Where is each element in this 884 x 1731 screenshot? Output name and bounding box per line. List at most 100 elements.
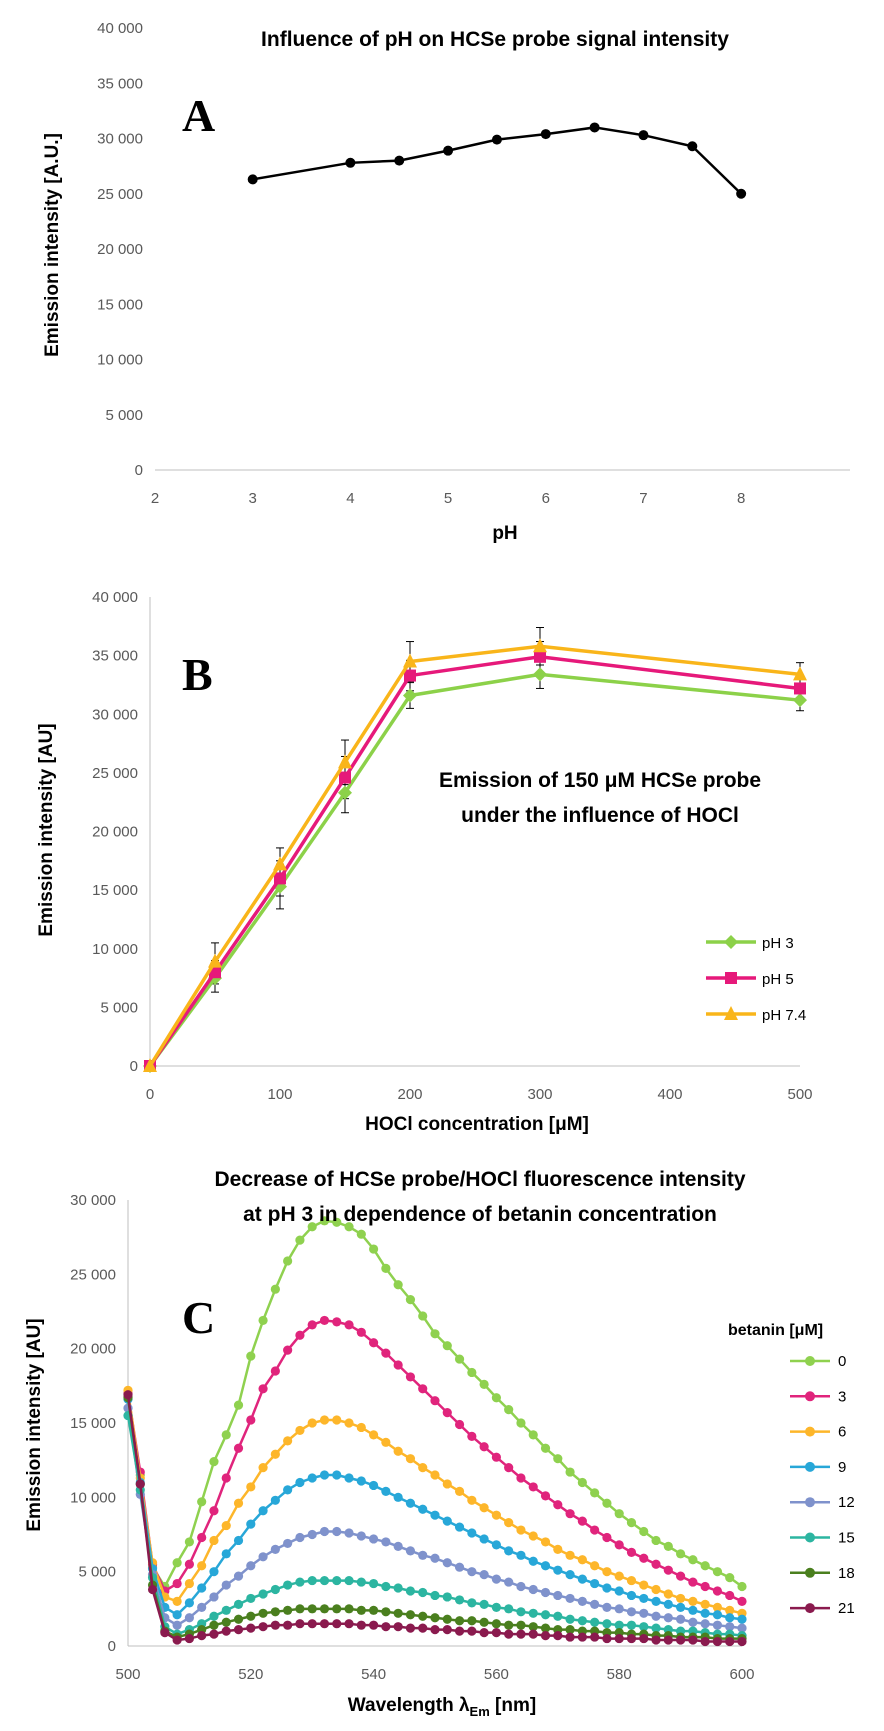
panel-c-y-tick-label: 15 000 [70,1415,116,1432]
panel-c-data-point [712,1602,723,1612]
panel-c-data-point [307,1418,317,1428]
panel-c-data-point [381,1486,391,1496]
panel-c-data-point [319,1604,330,1614]
panel-c-data-point [553,1565,563,1575]
panel-c-data-point [356,1327,366,1337]
panel-c-data-point [393,1360,403,1370]
panel-c-data-point [651,1559,661,1569]
panel-c-data-point [381,1437,391,1447]
panel-c-data-point [626,1547,637,1557]
panel-c-data-point [319,1315,330,1326]
panel-c-legend-marker [805,1391,815,1402]
panel-c-data-point [344,1320,354,1330]
panel-b-x-tick-label: 100 [267,1086,292,1103]
panel-c-legend-label: 0 [838,1353,846,1370]
panel-c-data-point [737,1581,747,1592]
panel-b-y-tick-label: 0 [130,1058,138,1075]
panel-c-legend-label: 15 [838,1530,855,1547]
panel-c-letter: C [182,1292,215,1343]
panel-c-data-point [418,1311,428,1321]
panel-c-data-point [197,1532,207,1543]
panel-a-y-tick-label: 25 000 [97,186,143,203]
panel-c-data-point [356,1620,366,1630]
panel-c-data-point [197,1497,207,1507]
panel-c-y-tick-label: 30 000 [70,1192,116,1209]
panel-b-x-tick-label: 200 [397,1086,422,1103]
panel-c-data-point [454,1562,465,1572]
panel-c-data-point [405,1586,416,1596]
panel-c-data-point [369,1534,379,1544]
panel-c-ticks: 0 5 000 10 000 15 000 20 000 25 000 30 000 500 5… [70,1192,754,1683]
panel-c-data-point [442,1558,452,1568]
panel-c-data-point [663,1565,673,1575]
panel-b-legend: pH 3 pH 5 pH 7.4 [706,935,806,1024]
panel-c-legend-label: 12 [838,1494,855,1511]
panel-b-x-tick-label: 300 [527,1086,552,1103]
panel-c-data-point [197,1583,207,1593]
panel-c-data-point [270,1544,280,1554]
panel-c-data-point [663,1599,673,1609]
panel-b-data-point [793,693,807,708]
panel-c-data-point [283,1580,293,1590]
panel-c-legend: 0 3 6 9 12 15 18 21 [790,1353,855,1617]
panel-c-data-point [565,1509,575,1519]
panel-c-data-point [356,1229,366,1239]
panel-a-series [247,122,747,199]
panel-c-data-point [700,1619,710,1629]
panel-b-y-tick-label: 40 000 [92,589,138,606]
panel-c-data-point [614,1540,624,1550]
panel-c-legend-marker [805,1461,815,1472]
panel-c-data-point [565,1593,575,1604]
panel-a-y-tick-label: 30 000 [97,131,143,148]
panel-b-series-line [148,644,801,1067]
panel-c-data-point [209,1620,219,1630]
panel-c-x-tick-label: 580 [607,1666,632,1683]
panel-c-data-point [295,1425,305,1436]
panel-c-data-point [663,1541,673,1551]
panel-c-data-point [184,1633,194,1644]
panel-c-legend-marker [805,1497,815,1508]
panel-c-data-point [626,1607,637,1617]
panel-c-data-point [590,1599,600,1609]
panel-b-data-point [338,754,352,769]
panel-c-data-point [516,1418,526,1428]
panel-c-data-point [737,1596,747,1606]
panel-a-series-line [252,126,743,195]
panel-c-x-tick-label: 540 [361,1666,386,1683]
panel-a-x-label: pH [492,523,517,544]
panel-b-data-point [273,856,287,871]
panel-c-data-point [442,1407,452,1418]
panel-b-ticks: 0 5 000 10 000 15 000 20 000 25 000 30 000 35 0… [92,589,812,1103]
panel-c-title-line-1: Decrease of HCSe probe/HOCl fluorescence… [215,1168,746,1191]
panel-a-y-tick-label: 0 [135,462,143,479]
panel-c-data-point [381,1263,391,1273]
panel-a-ticks: 0 5 000 10 000 15 000 20 000 25 000 30 000 35 0… [97,20,745,507]
panel-c-data-point [172,1578,182,1589]
panel-a-y-label: Emission intensity [A.U.] [42,133,63,357]
panel-c-data-point [491,1602,501,1612]
panel-c-data-point [405,1546,416,1556]
panel-c-data-point [172,1635,182,1645]
panel-c-data-point [553,1454,563,1464]
panel-c-data-point [614,1586,624,1596]
panel-c-data-point [221,1580,231,1590]
panel-c-data-point [332,1526,342,1537]
panel-b-data-point [338,785,352,800]
panel-c-data-point [332,1575,342,1586]
panel-c-data-point [479,1442,489,1452]
panel-c-data-point [516,1550,526,1560]
panel-c-data-point [504,1629,514,1639]
panel-c-data-point [504,1604,514,1614]
panel-b-y-tick-label: 15 000 [92,882,138,899]
panel-b-x-label: HOCl concentration [μM] [365,1114,589,1135]
panel-c-data-point [454,1486,465,1496]
panel-b-data-point [208,953,222,968]
panel-c-data-point [356,1577,366,1587]
panel-c-data-point [491,1619,501,1629]
panel-c-data-point [639,1526,649,1537]
panel-c-data-point [332,1470,342,1480]
panel-c-data-point [516,1629,526,1639]
panel-c-data-point [491,1510,501,1520]
panel-c-data-point [258,1463,268,1473]
panel-c-data-point [712,1620,723,1630]
